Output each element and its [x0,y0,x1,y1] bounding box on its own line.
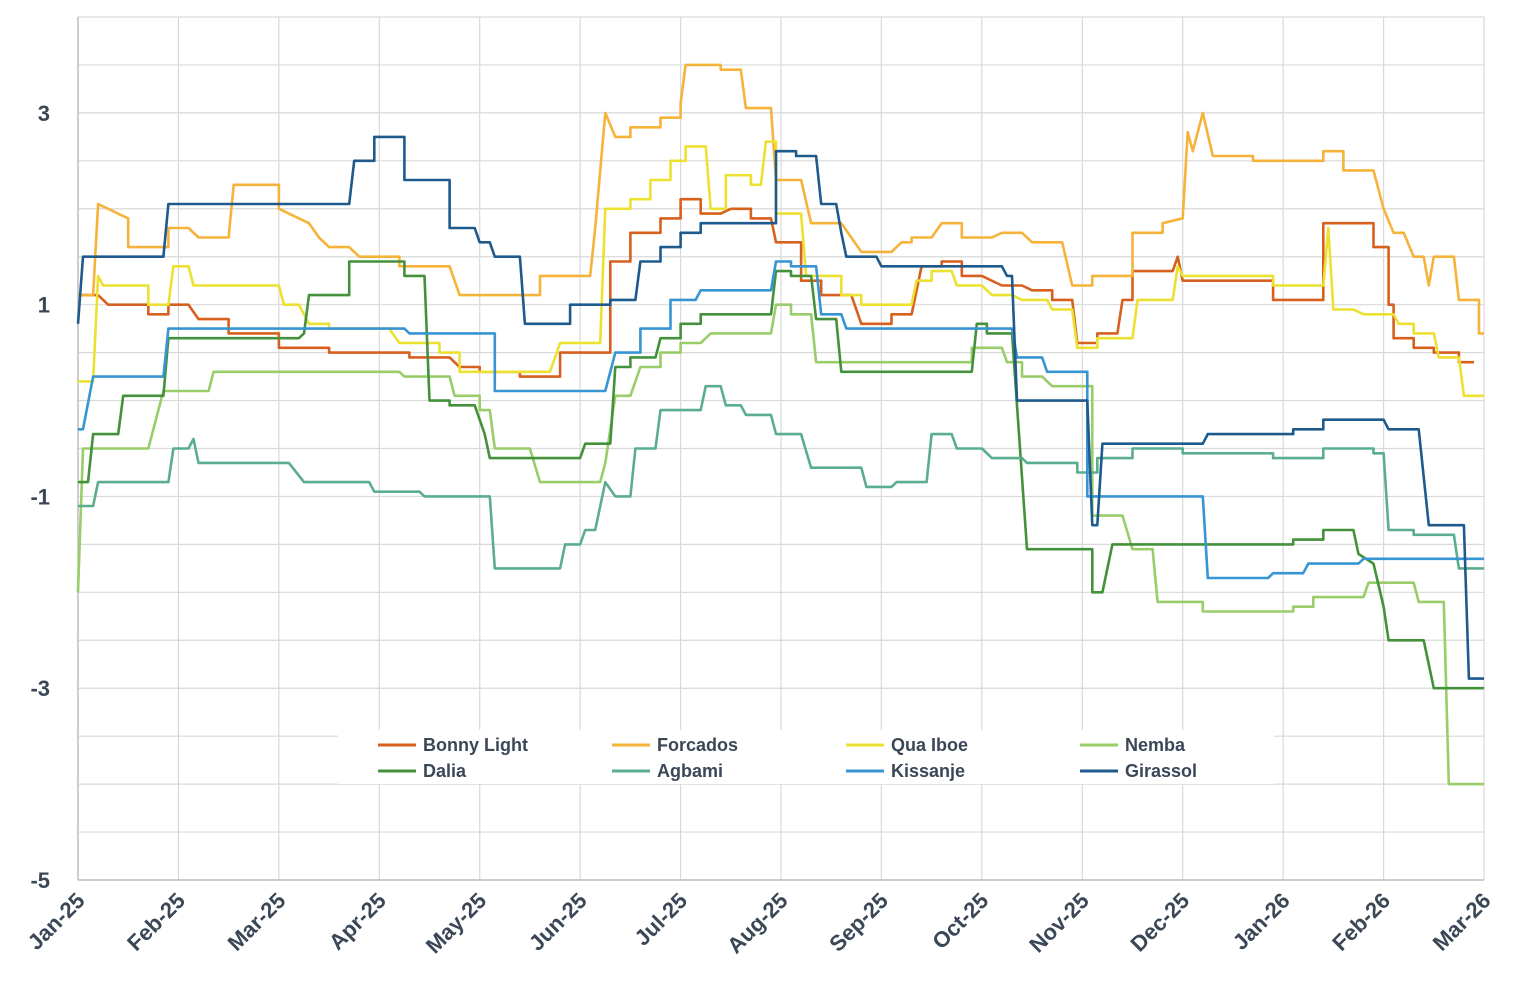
legend-label-agbami: Agbami [657,761,723,781]
y-tick-label: 3 [38,101,50,126]
legend: Bonny Light Forcados Qua Iboe Nemba Dalia Agb… [338,730,1274,784]
y-tick-label: -3 [30,676,50,701]
x-axis: Jan-25 Feb-25 Mar-25 Apr-25 May-25 Jun-25 Jul-… [23,888,1496,958]
series-line-nemba [76,303,1484,786]
x-tick-label: Jun-25 [524,888,592,956]
series-line-dalia [78,260,1484,690]
x-tick-label: May-25 [421,888,491,958]
x-tick-label: Feb-26 [1327,888,1395,956]
series-line-agbami [78,384,1484,570]
legend-label-forcados: Forcados [657,735,738,755]
x-tick-label: Dec-25 [1126,888,1195,957]
x-tick-label: Mar-25 [223,888,291,956]
x-tick-label: Sep-25 [824,888,893,957]
series-line-kissanje [78,260,1484,580]
y-axis: 3 1 -1 -3 -5 [30,101,50,893]
series-lines [76,63,1484,786]
legend-label-dalia: Dalia [423,761,467,781]
y-tick-label: -1 [30,484,50,509]
legend-background [338,730,1274,784]
legend-label-nemba: Nemba [1125,735,1186,755]
legend-label-bonny-light: Bonny Light [423,735,528,755]
x-tick-label: Apr-25 [324,888,391,955]
x-tick-label: Feb-25 [122,888,190,956]
y-tick-label: -5 [30,868,50,893]
legend-label-girassol: Girassol [1125,761,1197,781]
x-tick-label: Jul-25 [629,888,692,951]
x-tick-label: Oct-25 [927,888,993,954]
series-line-girassol [76,135,1484,680]
x-tick-label: Jan-25 [23,888,90,955]
series-line-bonny-light [78,197,1474,378]
x-tick-label: Mar-26 [1428,888,1496,956]
legend-label-qua-iboe: Qua Iboe [891,735,968,755]
series-line-forcados [78,63,1484,335]
legend-label-kissanje: Kissanje [891,761,965,781]
y-tick-label: 1 [38,293,50,318]
x-tick-label: Nov-25 [1024,888,1094,958]
x-tick-label: Aug-25 [722,888,792,958]
x-tick-label: Jan-26 [1228,888,1295,955]
